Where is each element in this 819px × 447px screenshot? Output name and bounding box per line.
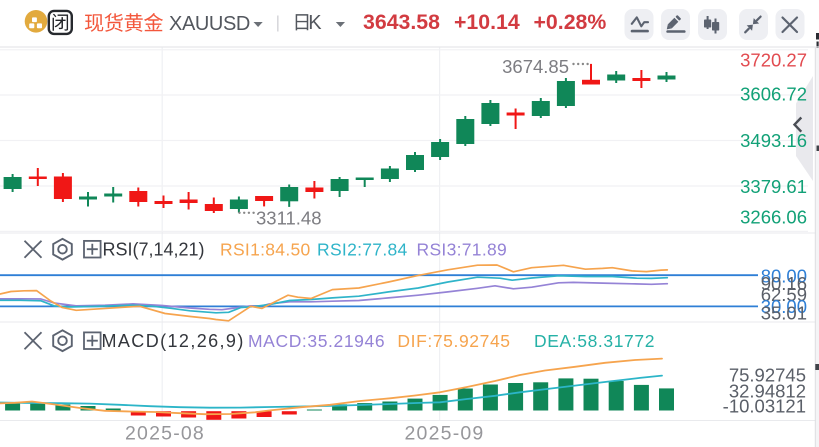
- svg-text:3643.58: 3643.58: [363, 10, 440, 34]
- svg-text:3311.48: 3311.48: [256, 208, 322, 229]
- svg-text:RSI(7,14,21): RSI(7,14,21): [103, 239, 205, 259]
- svg-text:35.01: 35.01: [761, 303, 807, 324]
- svg-text:2025-09: 2025-09: [405, 422, 485, 444]
- svg-text:XAUUSD: XAUUSD: [169, 13, 250, 35]
- svg-text:RSI3:71.89: RSI3:71.89: [417, 239, 508, 259]
- svg-text:MACD(12,26,9): MACD(12,26,9): [102, 331, 245, 351]
- svg-text:3379.61: 3379.61: [740, 176, 807, 197]
- svg-text:-10.03121: -10.03121: [723, 396, 806, 417]
- svg-text:3493.16: 3493.16: [740, 130, 807, 151]
- svg-text:3674.85: 3674.85: [502, 56, 569, 77]
- svg-text:K: K: [308, 12, 322, 34]
- svg-text:62.59: 62.59: [761, 284, 807, 305]
- svg-text:75.92745: 75.92745: [729, 365, 806, 386]
- svg-text:RSI2:77.84: RSI2:77.84: [317, 239, 408, 259]
- svg-text:2025-08: 2025-08: [125, 422, 205, 444]
- svg-text:MACD:35.21946: MACD:35.21946: [248, 331, 385, 351]
- svg-text:90.16: 90.16: [761, 273, 807, 294]
- svg-text:+10.14: +10.14: [454, 10, 520, 34]
- svg-text:32.94812: 32.94812: [729, 380, 806, 401]
- svg-text:80.00: 80.00: [761, 265, 807, 286]
- svg-text:+0.28%: +0.28%: [534, 10, 607, 34]
- svg-text:RSI1:84.50: RSI1:84.50: [220, 239, 311, 259]
- svg-text:DEA:58.31772: DEA:58.31772: [534, 331, 655, 351]
- svg-text:DIF:75.92745: DIF:75.92745: [397, 331, 510, 351]
- svg-text:3606.72: 3606.72: [740, 84, 807, 105]
- svg-text:30.00: 30.00: [761, 296, 807, 317]
- svg-text:3266.06: 3266.06: [740, 207, 807, 228]
- svg-text:3720.27: 3720.27: [740, 50, 807, 71]
